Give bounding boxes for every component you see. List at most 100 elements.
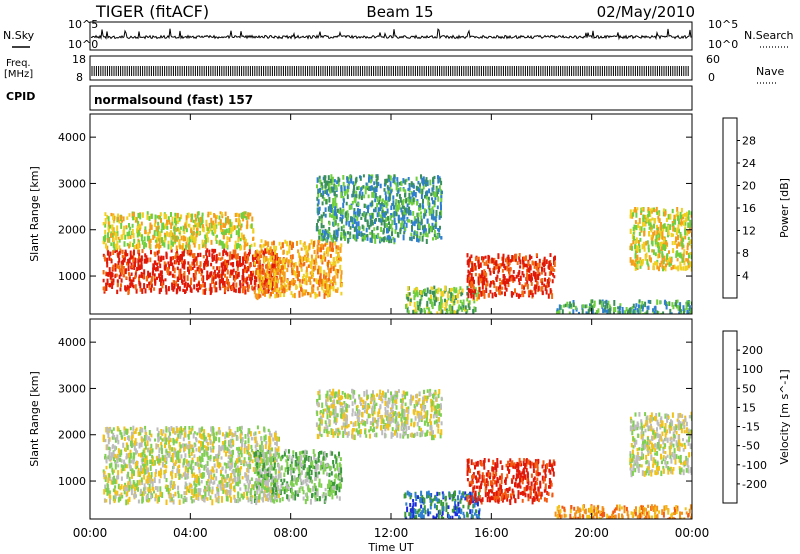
- power-echo-cell: [402, 201, 405, 206]
- power-echo-cell: [393, 205, 395, 210]
- power-echo-cell: [329, 261, 332, 265]
- power-echo-cell: [645, 252, 648, 258]
- power-echo-cell: [385, 216, 388, 223]
- power-echo-cell: [266, 264, 269, 270]
- power-echo-cell: [344, 189, 347, 193]
- power-echo-cell: [376, 176, 379, 181]
- velocity-echo-cell: [111, 471, 114, 475]
- power-echo-cell: [439, 208, 442, 214]
- power-echo-cell: [294, 271, 297, 277]
- power-echo-cell: [140, 221, 143, 226]
- station-title: TIGER (fitACF): [95, 2, 209, 21]
- power-echo-cell: [324, 243, 327, 247]
- velocity-echo-cell: [193, 488, 196, 494]
- velocity-echo-cell: [200, 433, 203, 439]
- power-echo-cell: [404, 189, 407, 194]
- velocity-echo-cell: [228, 426, 231, 431]
- power-echo-cell: [138, 227, 141, 232]
- power-echo-cell: [672, 226, 675, 232]
- power-echo-cell: [305, 275, 308, 282]
- power-echo-cell: [141, 234, 143, 239]
- power-echo-cell: [220, 279, 222, 284]
- velocity-echo-cell: [209, 440, 212, 445]
- power-echo-cell: [417, 180, 420, 185]
- power-echo-cell: [673, 264, 676, 270]
- velocity-echo-cell: [136, 450, 139, 454]
- power-echo-cell: [632, 226, 635, 232]
- power-echo-cell: [656, 310, 659, 314]
- power-echo-cell: [241, 214, 244, 219]
- power-echo-cell: [318, 216, 321, 222]
- power-echo-cell: [411, 224, 413, 230]
- power-echo-cell: [276, 268, 279, 273]
- power-echo-cell: [466, 285, 469, 291]
- velocity-echo-cell: [178, 458, 181, 464]
- velocity-echo-cell: [129, 449, 132, 455]
- power-echo-cell: [173, 260, 176, 265]
- power-echo-cell: [483, 275, 486, 280]
- power-echo-cell: [371, 221, 374, 226]
- power-echo-cell: [466, 292, 469, 296]
- power-echo-cell: [249, 245, 251, 250]
- power-echo-cell: [303, 261, 306, 266]
- nave-label: Nave: [756, 65, 784, 78]
- power-echo-cell: [346, 185, 349, 189]
- power-echo-cell: [478, 263, 480, 270]
- power-echo-cell: [197, 252, 200, 257]
- power-echo-cell: [561, 309, 564, 314]
- power-echo-cell: [121, 250, 124, 255]
- power-echo-cell: [150, 250, 152, 255]
- power-echo-cell: [336, 289, 339, 293]
- power-echo-cell: [642, 208, 645, 212]
- power-echo-cell: [679, 211, 682, 218]
- power-echo-cell: [478, 273, 481, 278]
- power-echo-cell: [137, 261, 140, 268]
- power-echo-cell: [320, 182, 323, 186]
- power-echo-cell: [534, 289, 537, 295]
- power-echo-cell: [485, 287, 488, 294]
- power-echo-cell: [311, 269, 314, 273]
- power-echo-cell: [248, 249, 251, 255]
- velocity-echo-cell: [224, 478, 227, 483]
- power-echo-cell: [310, 273, 313, 279]
- power-echo-cell: [242, 273, 245, 278]
- power-echo-cell: [432, 294, 435, 298]
- power-echo-cell: [131, 213, 134, 219]
- velocity-echo-cell: [267, 497, 270, 502]
- power-echo-cell: [660, 222, 662, 226]
- power-echo-cell: [649, 300, 652, 304]
- velocity-echo-cell: [202, 446, 205, 450]
- velocity-echo-cell: [184, 498, 187, 502]
- power-echo-cell: [522, 256, 524, 263]
- power-echo-cell: [499, 287, 502, 293]
- power-echo-cell: [234, 225, 237, 230]
- power-echo-cell: [110, 279, 113, 284]
- power-echo-cell: [249, 224, 252, 229]
- power-echo-cell: [339, 264, 342, 271]
- power-echo-cell: [369, 231, 372, 235]
- power-echo-cell: [498, 290, 501, 295]
- power-echo-cell: [509, 266, 512, 272]
- power-echo-cell: [437, 196, 440, 202]
- power-echo-cell: [523, 263, 526, 268]
- power-echo-cell: [230, 230, 233, 234]
- power-echo-cell: [631, 234, 634, 240]
- velocity-echo-cell: [268, 437, 271, 443]
- power-echo-cell: [439, 188, 442, 194]
- power-echo-cell: [106, 261, 109, 268]
- power-echo-cell: [430, 312, 433, 314]
- power-echo-cell: [687, 216, 690, 221]
- power-echo-cell: [651, 217, 654, 221]
- power-echo-cell: [395, 223, 398, 228]
- velocity-echo-cell: [132, 425, 135, 431]
- power-echo-cell: [653, 230, 656, 236]
- power-echo-cell: [585, 304, 588, 309]
- velocity-echo-cell: [149, 438, 152, 442]
- power-echo-cell: [192, 226, 195, 231]
- velocity-echo-cell: [191, 473, 194, 478]
- power-echo-cell: [493, 266, 496, 271]
- power-echo-cell: [647, 207, 650, 212]
- power-echo-cell: [412, 211, 415, 216]
- power-echo-cell: [678, 311, 681, 314]
- power-echo-cell: [433, 216, 436, 221]
